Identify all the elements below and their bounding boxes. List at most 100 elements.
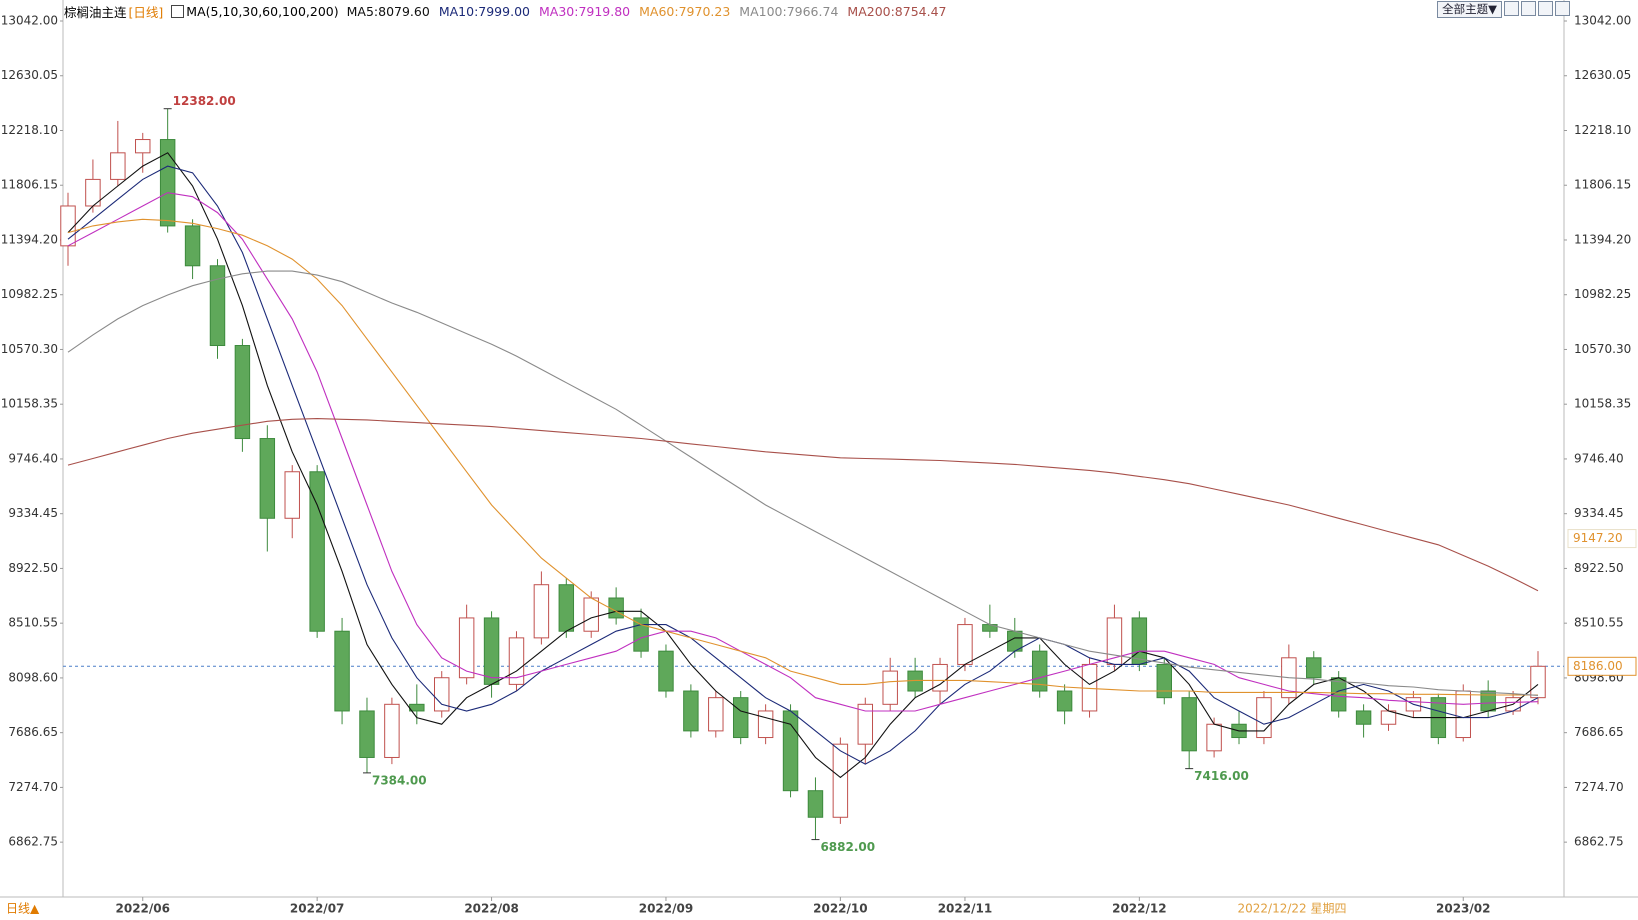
y-tick-label: 10982.25 bbox=[1, 287, 58, 301]
candle-body bbox=[583, 597, 599, 632]
candle-body bbox=[807, 790, 824, 818]
legend-entry: MA5:8079.60 bbox=[346, 3, 430, 19]
candle-body bbox=[558, 584, 575, 632]
candle-body bbox=[882, 670, 898, 705]
ma-line bbox=[67, 165, 1539, 765]
y-tick-label: 12630.05 bbox=[1, 68, 58, 82]
x-tick-label: 2022/12 bbox=[1112, 902, 1166, 916]
y-tick-label: 8098.60 bbox=[8, 670, 58, 684]
ma-line bbox=[67, 218, 1538, 696]
candle-body bbox=[60, 205, 76, 247]
candle-body bbox=[732, 697, 749, 739]
candle-body bbox=[1455, 690, 1471, 739]
candle-body bbox=[1181, 697, 1197, 752]
candle-body bbox=[832, 743, 849, 818]
candle-body bbox=[932, 663, 948, 692]
candle-body bbox=[135, 139, 151, 154]
last-price-box bbox=[1567, 656, 1637, 676]
y-tick-label: 8510.55 bbox=[8, 616, 58, 630]
candle-body bbox=[458, 617, 475, 679]
toolbar: 全部主题▼ bbox=[1437, 1, 1570, 18]
theme-button[interactable]: 全部主题▼ bbox=[1437, 1, 1502, 18]
candle-body bbox=[1530, 665, 1546, 699]
legend-entry: MA200:8754.47 bbox=[847, 3, 947, 19]
marker-label: 9147.20 bbox=[1573, 531, 1623, 545]
candle-body bbox=[359, 710, 375, 758]
candle-body bbox=[1306, 657, 1322, 679]
y-tick-label-right: 6862.75 bbox=[1574, 835, 1624, 849]
candle-body bbox=[708, 697, 724, 732]
candle-body bbox=[384, 703, 400, 758]
y-tick-label-right: 8510.55 bbox=[1574, 616, 1624, 630]
y-tick-label-right: 9746.40 bbox=[1574, 451, 1624, 465]
candle-body bbox=[483, 617, 500, 685]
ma-line bbox=[67, 152, 1539, 779]
y-tick-label-right: 10982.25 bbox=[1574, 287, 1631, 301]
tool-icon[interactable] bbox=[1504, 1, 1519, 16]
y-tick-label-right: 8922.50 bbox=[1574, 561, 1624, 575]
y-tick-label-right: 9334.45 bbox=[1574, 506, 1624, 520]
y-tick-label: 6862.75 bbox=[8, 835, 58, 849]
candle-body bbox=[1056, 690, 1073, 712]
candle-body bbox=[209, 265, 226, 347]
candle-body bbox=[184, 225, 201, 267]
x-tick-label: 2022/08 bbox=[464, 902, 518, 916]
annotation-label: 7416.00 bbox=[1194, 769, 1249, 783]
candle-body bbox=[434, 677, 450, 712]
y-tick-label: 11806.15 bbox=[1, 178, 58, 192]
y-tick-label: 10570.30 bbox=[1, 342, 58, 356]
cursor-date: 2022/12/22 星期四 bbox=[1238, 902, 1347, 916]
legend-entry: MA10:7999.00 bbox=[438, 3, 530, 19]
y-tick-label-right: 12630.05 bbox=[1574, 68, 1631, 82]
legend-entry: MA100:7966.74 bbox=[739, 3, 839, 19]
y-tick-label: 9334.45 bbox=[8, 506, 58, 520]
candle-body bbox=[957, 624, 973, 665]
y-tick-label: 11394.20 bbox=[1, 232, 58, 246]
candle-body bbox=[608, 597, 624, 619]
candle-body bbox=[533, 584, 550, 639]
y-tick-label: 7274.70 bbox=[8, 780, 58, 794]
y-tick-label-right: 7274.70 bbox=[1574, 780, 1624, 794]
ma-icon[interactable] bbox=[171, 4, 185, 18]
y-tick-label: 12218.10 bbox=[1, 123, 58, 137]
candle-body bbox=[234, 345, 251, 440]
y-tick-label-right: 10570.30 bbox=[1574, 342, 1631, 356]
tool-icon[interactable] bbox=[1521, 1, 1536, 16]
ma-params: MA(5,10,30,60,100,200) bbox=[186, 3, 339, 19]
x-tick-label: 2022/07 bbox=[290, 902, 344, 916]
x-tick-label: 2022/06 bbox=[116, 902, 170, 916]
symbol: 棕榈油主连 bbox=[64, 4, 127, 20]
candle-body bbox=[1031, 650, 1048, 692]
y-tick-label-right: 7686.65 bbox=[1574, 725, 1624, 739]
y-tick-label: 7686.65 bbox=[8, 725, 58, 739]
candle-body bbox=[259, 438, 276, 519]
candle-body bbox=[309, 471, 325, 632]
period-button[interactable]: 日线▲ bbox=[6, 902, 40, 916]
candle-body bbox=[159, 139, 176, 227]
period[interactable]: [日线] bbox=[128, 4, 164, 20]
candle-body bbox=[1156, 663, 1172, 699]
x-tick-label: 2023/02 bbox=[1436, 902, 1490, 916]
legend: MA5:8079.60 MA10:7999.00 MA30:7919.80 MA60:… bbox=[347, 4, 947, 19]
x-tick-label: 2022/10 bbox=[813, 902, 867, 916]
tool-icon[interactable] bbox=[1538, 1, 1553, 16]
candle-body bbox=[1480, 690, 1496, 712]
annotation-label: 12382.00 bbox=[173, 94, 236, 108]
x-tick-label: 2022/09 bbox=[639, 902, 693, 916]
y-tick-label-right: 11394.20 bbox=[1574, 232, 1631, 246]
legend-entry: MA30:7919.80 bbox=[538, 3, 631, 19]
ma-line bbox=[67, 192, 1539, 712]
candle-body bbox=[1206, 723, 1222, 752]
annotation-label: 6882.00 bbox=[820, 840, 875, 854]
candle-body bbox=[633, 617, 649, 652]
legend-entry: MA60:7970.23 bbox=[639, 3, 731, 19]
candle-body bbox=[757, 710, 774, 739]
candle-body bbox=[1256, 697, 1272, 739]
candle-body bbox=[857, 703, 874, 745]
tool-icon[interactable] bbox=[1555, 1, 1570, 16]
y-tick-label-right: 10158.35 bbox=[1574, 397, 1631, 411]
annotation-label: 7384.00 bbox=[372, 773, 427, 787]
candle-body bbox=[1380, 710, 1397, 725]
